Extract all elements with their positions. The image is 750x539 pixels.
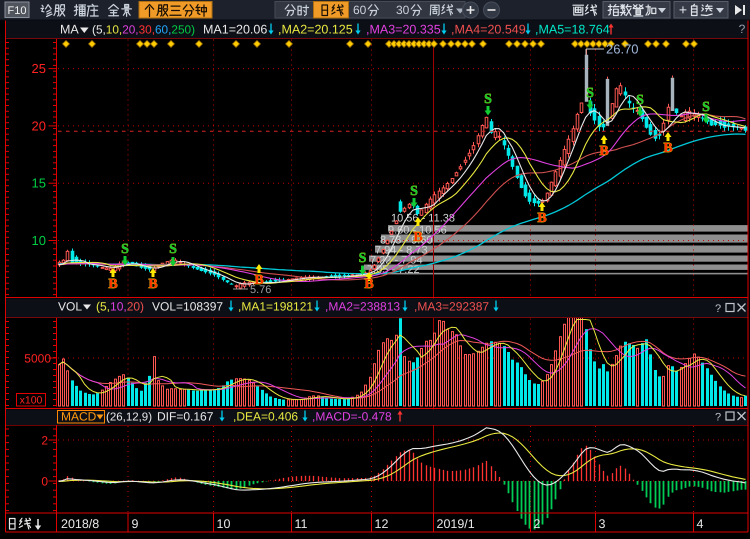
svg-text:12: 12 bbox=[375, 517, 389, 531]
svg-text:7.05 - 7.22: 7.05 - 7.22 bbox=[367, 264, 420, 276]
svg-text:S: S bbox=[169, 242, 177, 257]
svg-text:,MA2=238813: ,MA2=238813 bbox=[325, 300, 400, 314]
svg-text:2018/8: 2018/8 bbox=[61, 517, 99, 531]
svg-text:5.76: 5.76 bbox=[250, 284, 271, 296]
svg-text:F10: F10 bbox=[8, 5, 27, 17]
svg-text:10: 10 bbox=[217, 517, 231, 531]
svg-text:3: 3 bbox=[599, 517, 606, 531]
svg-text:5000: 5000 bbox=[24, 352, 51, 366]
svg-text:11: 11 bbox=[295, 517, 308, 531]
svg-text:B: B bbox=[413, 230, 422, 245]
svg-text:S: S bbox=[121, 242, 129, 257]
svg-text:MACD: MACD bbox=[61, 410, 97, 424]
svg-text:S: S bbox=[636, 93, 644, 108]
svg-text:9.60 - 10.56: 9.60 - 10.56 bbox=[388, 225, 447, 237]
svg-text:4: 4 bbox=[697, 517, 704, 531]
svg-text:S: S bbox=[586, 86, 594, 101]
svg-text:0: 0 bbox=[41, 475, 48, 489]
svg-text:B: B bbox=[537, 211, 546, 226]
svg-text:B: B bbox=[148, 277, 157, 292]
svg-text:26.70: 26.70 bbox=[606, 42, 639, 57]
svg-text:B: B bbox=[108, 277, 117, 292]
svg-text:(5,10,20,30,60,250): (5,10,20,30,60,250) bbox=[92, 23, 195, 37]
svg-text:2: 2 bbox=[534, 517, 541, 531]
svg-text:B: B bbox=[599, 144, 608, 159]
svg-text:,DEA=0.406: ,DEA=0.406 bbox=[233, 410, 298, 424]
svg-text:15: 15 bbox=[32, 176, 46, 191]
svg-text:x100: x100 bbox=[20, 395, 43, 407]
svg-text:,MA1=198121: ,MA1=198121 bbox=[238, 300, 313, 314]
svg-text:S: S bbox=[702, 100, 710, 115]
svg-text:S: S bbox=[484, 92, 492, 107]
svg-text:B: B bbox=[663, 141, 672, 156]
svg-text:20: 20 bbox=[32, 118, 46, 133]
svg-text:?: ? bbox=[715, 412, 721, 424]
svg-text:,MA3=20.335: ,MA3=20.335 bbox=[366, 23, 441, 37]
svg-text:+: + bbox=[679, 2, 687, 18]
svg-text:(26,12,9): (26,12,9) bbox=[106, 412, 152, 424]
svg-text:25: 25 bbox=[32, 61, 46, 76]
svg-text:9: 9 bbox=[132, 517, 139, 531]
svg-text:B: B bbox=[364, 277, 373, 292]
svg-text:(5,10,20): (5,10,20) bbox=[96, 300, 144, 314]
svg-text:30: 30 bbox=[396, 3, 410, 17]
svg-text:,MA3=292387: ,MA3=292387 bbox=[414, 300, 489, 314]
svg-text:S: S bbox=[410, 184, 418, 199]
svg-text:MA: MA bbox=[60, 23, 79, 37]
svg-text:,MA4=20.549: ,MA4=20.549 bbox=[451, 23, 526, 37]
svg-text:,MACD=-0.478: ,MACD=-0.478 bbox=[312, 410, 392, 424]
svg-text:?: ? bbox=[715, 303, 721, 315]
svg-text:DIF=0.167: DIF=0.167 bbox=[157, 410, 214, 424]
svg-text:2019/1: 2019/1 bbox=[437, 517, 475, 531]
svg-text:60: 60 bbox=[353, 3, 367, 17]
svg-text:VOL: VOL bbox=[58, 300, 82, 314]
svg-text:10: 10 bbox=[32, 233, 46, 248]
svg-text:,MA5=18.764: ,MA5=18.764 bbox=[535, 23, 610, 37]
svg-text:7.22 - 7.94: 7.22 - 7.94 bbox=[370, 255, 423, 267]
svg-text:2: 2 bbox=[41, 434, 48, 448]
svg-text:B: B bbox=[254, 273, 263, 288]
svg-text:S: S bbox=[359, 251, 367, 266]
svg-text:MA1=20.06: MA1=20.06 bbox=[203, 23, 267, 37]
svg-text:VOL=108397: VOL=108397 bbox=[152, 300, 223, 314]
svg-text:,MA2=20.125: ,MA2=20.125 bbox=[278, 23, 353, 37]
svg-text:?: ? bbox=[739, 22, 746, 36]
